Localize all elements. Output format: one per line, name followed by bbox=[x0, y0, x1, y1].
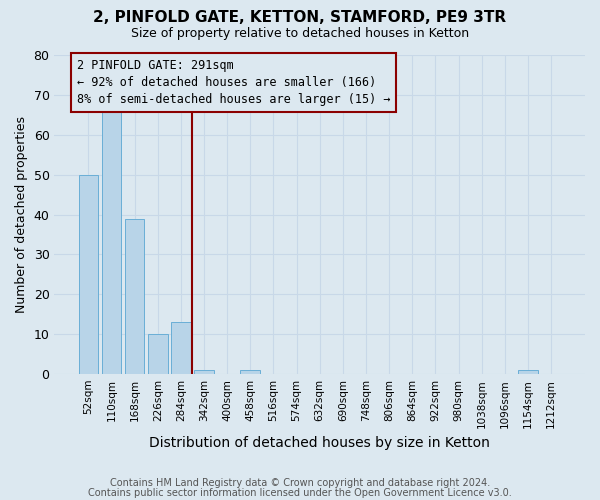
X-axis label: Distribution of detached houses by size in Ketton: Distribution of detached houses by size … bbox=[149, 436, 490, 450]
Text: Contains HM Land Registry data © Crown copyright and database right 2024.: Contains HM Land Registry data © Crown c… bbox=[110, 478, 490, 488]
Text: 2 PINFOLD GATE: 291sqm
← 92% of detached houses are smaller (166)
8% of semi-det: 2 PINFOLD GATE: 291sqm ← 92% of detached… bbox=[77, 59, 390, 106]
Bar bbox=[194, 370, 214, 374]
Bar bbox=[125, 218, 145, 374]
Bar bbox=[241, 370, 260, 374]
Bar bbox=[101, 111, 121, 374]
Y-axis label: Number of detached properties: Number of detached properties bbox=[15, 116, 28, 313]
Bar bbox=[148, 334, 167, 374]
Text: Contains public sector information licensed under the Open Government Licence v3: Contains public sector information licen… bbox=[88, 488, 512, 498]
Bar bbox=[518, 370, 538, 374]
Text: 2, PINFOLD GATE, KETTON, STAMFORD, PE9 3TR: 2, PINFOLD GATE, KETTON, STAMFORD, PE9 3… bbox=[94, 10, 506, 25]
Bar bbox=[79, 174, 98, 374]
Text: Size of property relative to detached houses in Ketton: Size of property relative to detached ho… bbox=[131, 28, 469, 40]
Bar bbox=[171, 322, 191, 374]
